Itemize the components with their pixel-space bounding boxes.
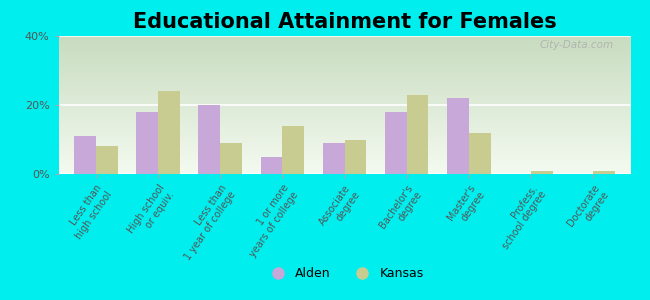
Bar bbox=[282, 126, 304, 174]
Bar bbox=[323, 143, 345, 174]
Bar bbox=[96, 146, 118, 174]
Bar bbox=[136, 112, 158, 174]
Bar bbox=[531, 170, 552, 174]
Text: City-Data.com: City-Data.com bbox=[540, 40, 614, 50]
Bar bbox=[261, 157, 282, 174]
Bar bbox=[74, 136, 96, 174]
Bar bbox=[198, 105, 220, 174]
Bar bbox=[593, 170, 615, 174]
Bar bbox=[469, 133, 491, 174]
Bar bbox=[447, 98, 469, 174]
Bar bbox=[407, 94, 428, 174]
Bar bbox=[385, 112, 407, 174]
Title: Educational Attainment for Females: Educational Attainment for Females bbox=[133, 12, 556, 32]
Legend: Alden, Kansas: Alden, Kansas bbox=[260, 262, 429, 285]
Bar bbox=[344, 140, 366, 174]
Bar bbox=[158, 91, 180, 174]
Bar bbox=[220, 143, 242, 174]
